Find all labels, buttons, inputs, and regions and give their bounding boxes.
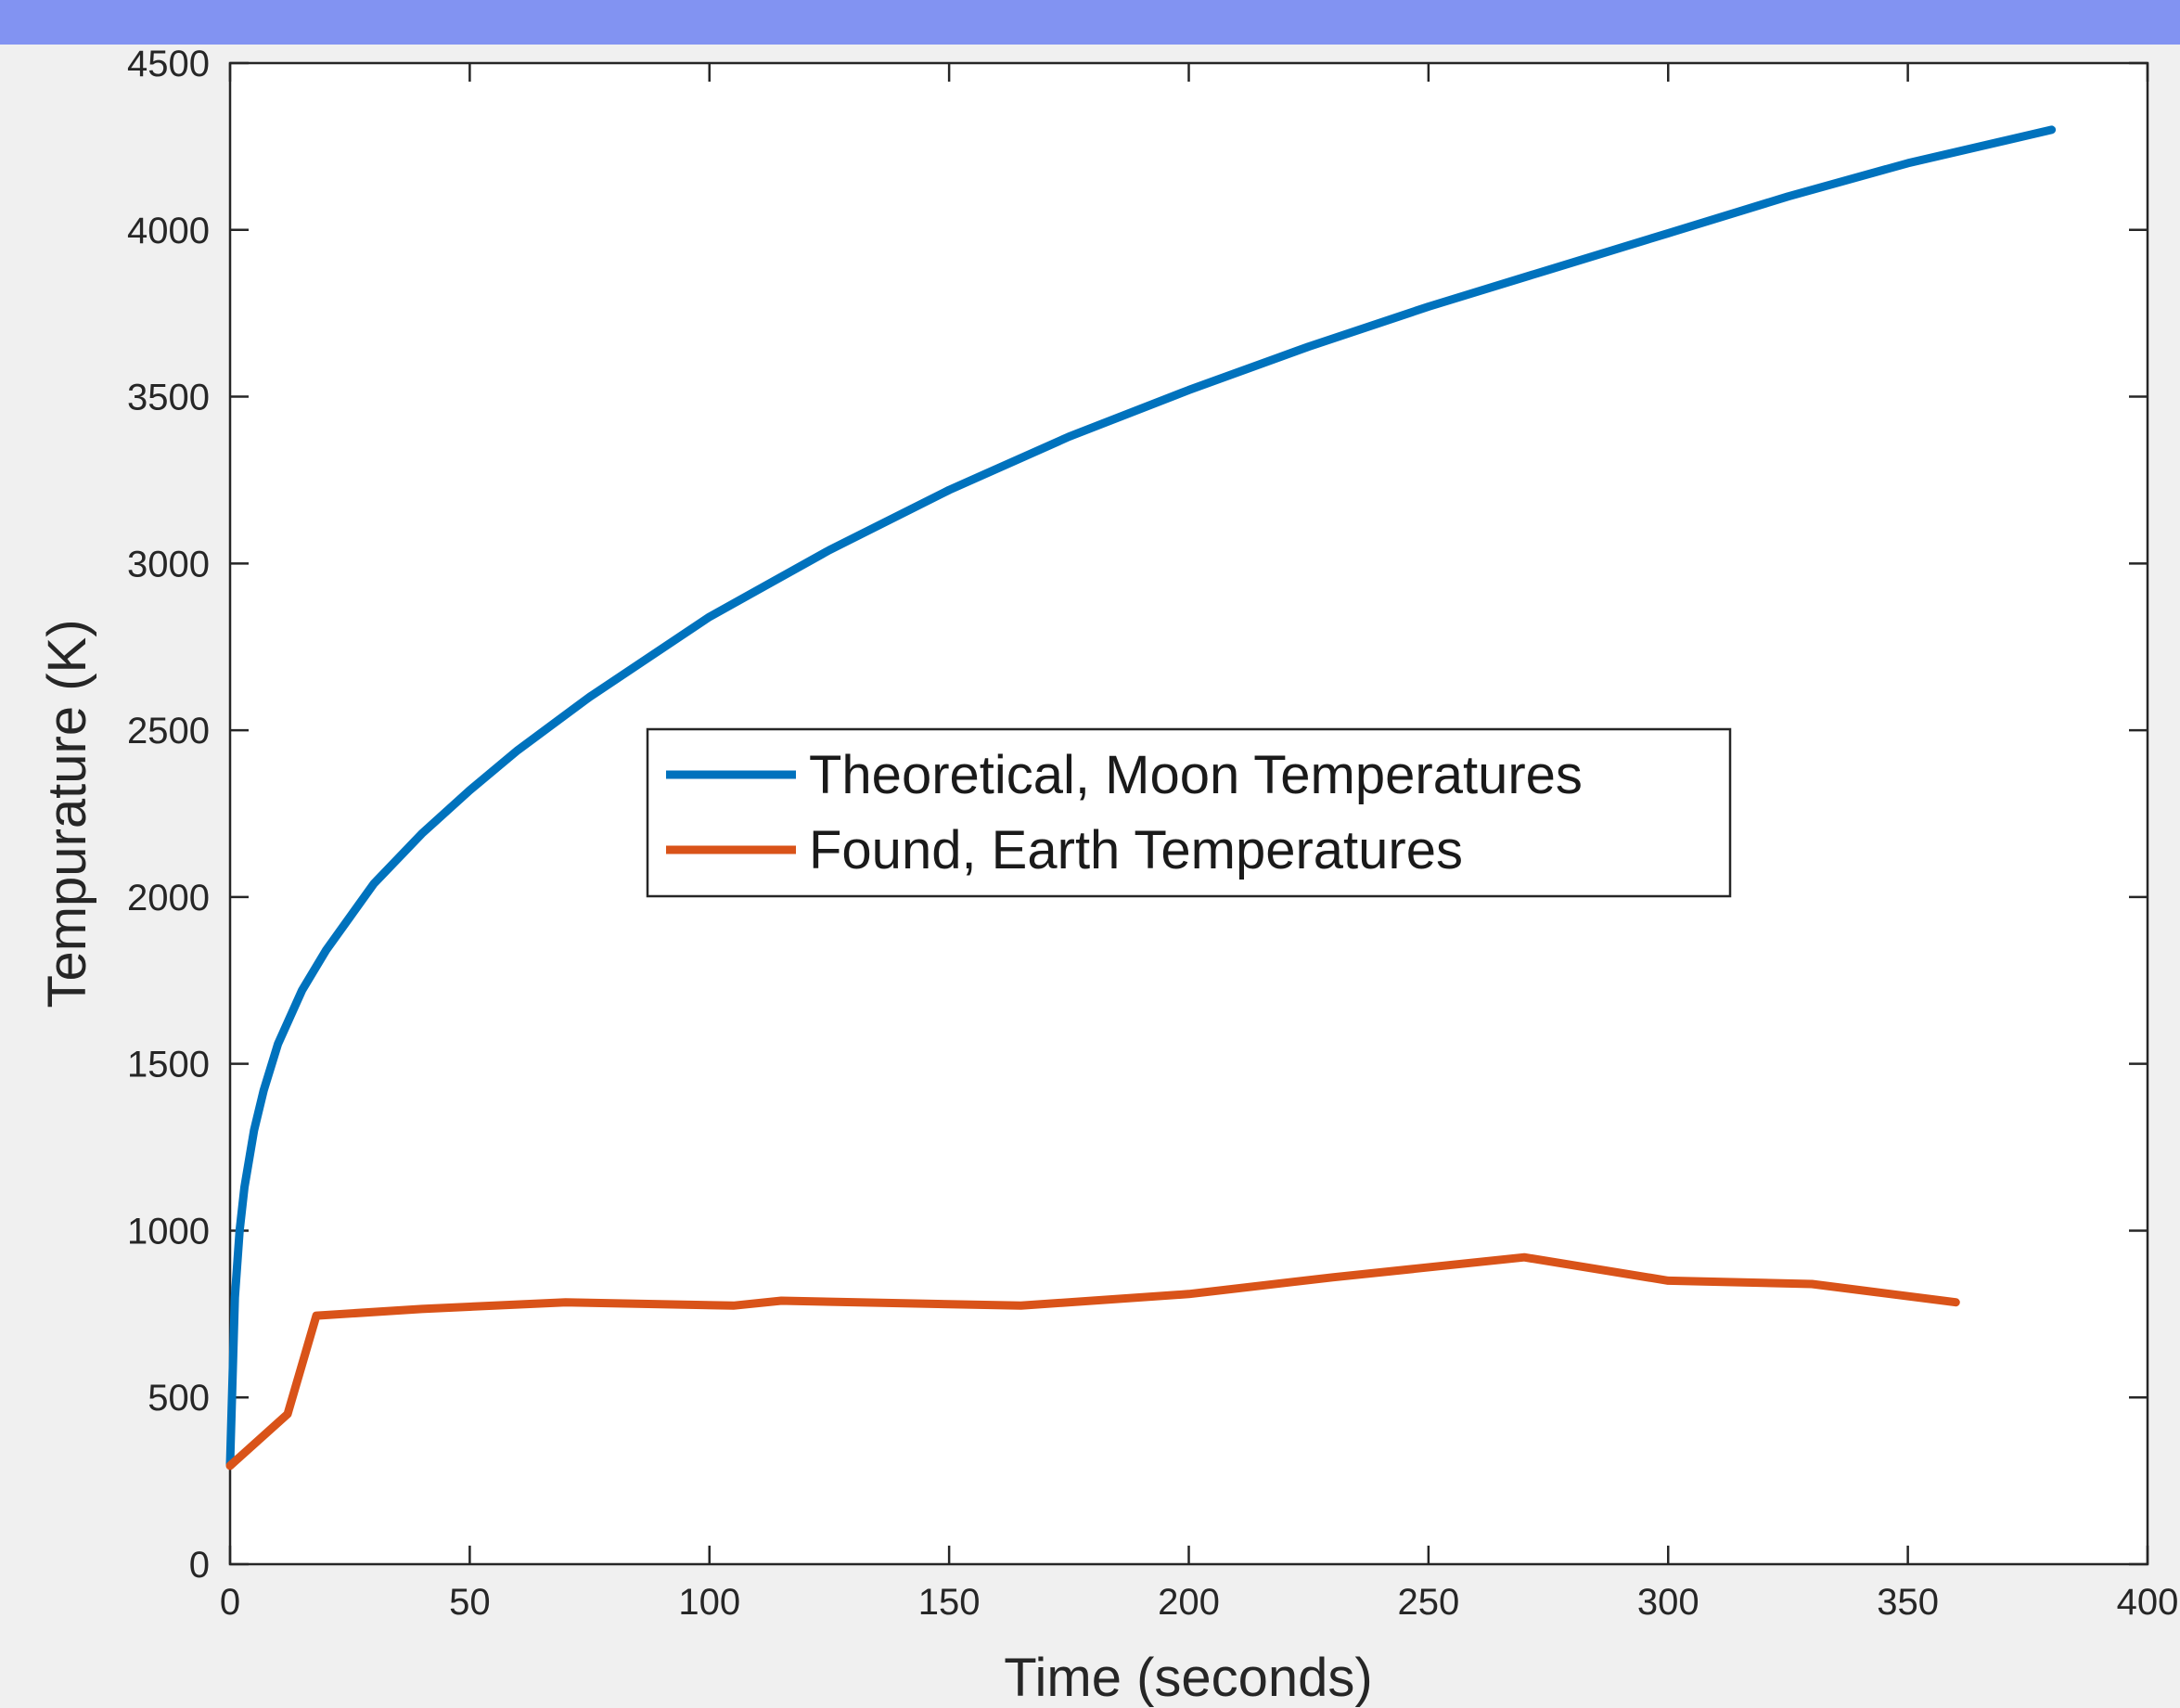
y-tick-label: 3000: [127, 544, 210, 584]
series-lines: [225, 125, 2057, 1470]
y-tick-label: 1500: [127, 1045, 210, 1085]
top-banner: [0, 0, 2180, 45]
y-tick-label: 3500: [127, 378, 210, 418]
series-line-theoretical-moon: [225, 125, 2057, 1469]
legend-label-theoretical-moon: Theoretical, Moon Temperatures: [809, 745, 1583, 805]
y-tick-label: 500: [147, 1378, 210, 1419]
y-tick-label: 0: [189, 1545, 210, 1586]
y-tick-label: 1000: [127, 1211, 210, 1252]
x-tick-label: 200: [1158, 1582, 1220, 1623]
legend-label-found-earth: Found, Earth Temperatures: [809, 820, 1463, 880]
y-tick-label: 4000: [127, 211, 210, 251]
legend: Theoretical, Moon Temperatures Found, Ea…: [646, 727, 1732, 898]
series-line-found-earth: [225, 1252, 1960, 1470]
x-tick-label: 50: [449, 1582, 491, 1623]
x-tick-label: 250: [1398, 1582, 1460, 1623]
y-tick-label: 4500: [127, 44, 210, 84]
x-axis-label: Time (seconds): [1004, 1648, 1373, 1708]
x-tick-label: 0: [220, 1582, 240, 1623]
x-tick-label: 150: [918, 1582, 981, 1623]
x-tick-label: 400: [2117, 1582, 2179, 1623]
x-tick-label: 100: [678, 1582, 740, 1623]
legend-box: [646, 727, 1732, 898]
y-axis-label: Tempurature (K): [37, 619, 97, 1008]
axis-ticks: [228, 61, 2149, 1566]
y-tick-label: 2000: [127, 878, 210, 918]
x-tick-label: 350: [1877, 1582, 1939, 1623]
x-tick-label: 300: [1637, 1582, 1699, 1623]
x-tick-labels: 0 50 100 150 200 250 300 350 400: [220, 1582, 2179, 1623]
y-tick-label: 2500: [127, 711, 210, 751]
y-tick-labels: 0 500 1000 1500 2000 2500 3000 3500 4000 4500: [127, 44, 210, 1586]
